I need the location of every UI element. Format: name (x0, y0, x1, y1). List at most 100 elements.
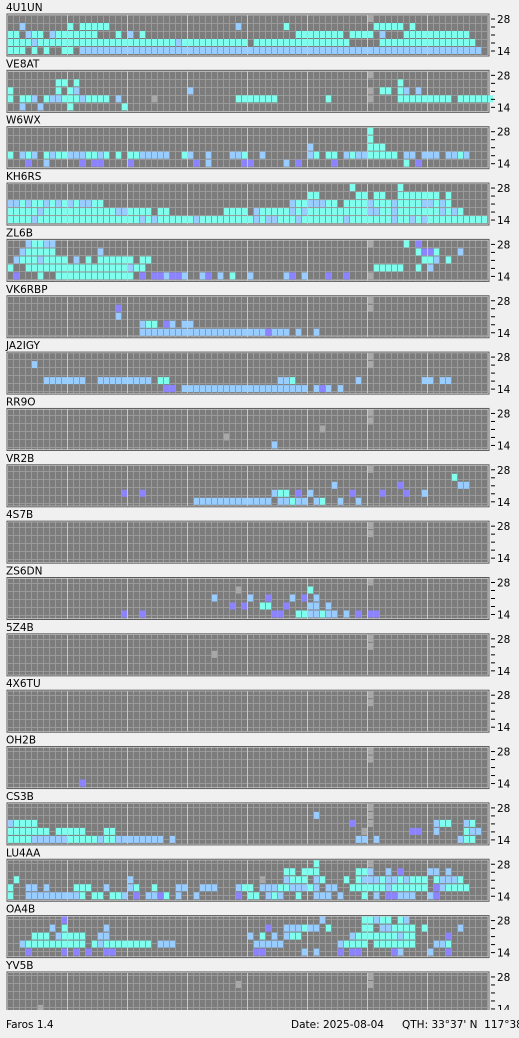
signal-cell (278, 884, 283, 892)
signal-cell (404, 151, 409, 159)
signal-cell (260, 940, 265, 948)
signal-cell (206, 385, 211, 393)
panel-border (6, 520, 490, 564)
signal-cell (368, 642, 373, 650)
signal-cell (326, 200, 331, 208)
signal-cell (284, 23, 289, 30)
signal-cell (266, 385, 271, 393)
signal-cell (320, 31, 325, 38)
panel-border (6, 915, 490, 959)
signal-cell (398, 216, 403, 224)
signal-cell (68, 892, 73, 900)
signal-cell (284, 924, 289, 932)
signal-cell (104, 827, 109, 835)
signal-cell (320, 497, 325, 505)
signal-cell (422, 151, 427, 159)
signal-cell (44, 240, 49, 248)
signal-cell (68, 940, 73, 948)
signal-cell (398, 876, 403, 884)
panel-border (6, 464, 490, 508)
signal-cell (26, 819, 31, 827)
signal-cell (62, 916, 67, 924)
signal-cell (80, 835, 85, 843)
signal-cell (368, 578, 373, 586)
signal-cell (410, 208, 415, 216)
signal-cell (380, 916, 385, 924)
band-label-bottom: 14 (497, 835, 511, 847)
signal-cell (116, 216, 121, 224)
signal-cell (344, 47, 349, 54)
signal-cell (74, 87, 79, 95)
signal-cell (14, 272, 19, 280)
signal-cell (188, 320, 193, 328)
signal-cell (68, 216, 73, 224)
signal-cell (26, 200, 31, 208)
signal-cell (92, 23, 97, 30)
signal-cell (434, 192, 439, 200)
signal-cell (434, 876, 439, 884)
signal-cell (386, 208, 391, 216)
signal-cell (338, 216, 343, 224)
signal-cell (308, 216, 313, 224)
signal-cell (104, 39, 109, 46)
signal-cell (266, 602, 271, 610)
signal-cell (290, 594, 295, 602)
signal-cell (278, 489, 283, 497)
signal-cell (26, 240, 31, 248)
signal-cell (236, 39, 241, 46)
signal-cell (74, 835, 79, 843)
signal-cell (446, 868, 451, 876)
signal-cell (8, 47, 13, 54)
signal-cell (422, 192, 427, 200)
signal-cell (128, 876, 133, 884)
signal-cell (434, 39, 439, 46)
signal-cell (56, 932, 61, 940)
signal-cell (104, 272, 109, 280)
signal-cell (368, 972, 373, 980)
signal-cell (116, 835, 121, 843)
signal-cell (92, 151, 97, 159)
signal-cell (8, 827, 13, 835)
signal-cell (404, 47, 409, 54)
signal-cell (8, 835, 13, 843)
signal-cell (422, 200, 427, 208)
signal-cell (260, 47, 265, 54)
signal-cell (140, 610, 145, 618)
signal-cell (170, 320, 175, 328)
signal-cell (422, 208, 427, 216)
signal-cell (374, 143, 379, 151)
signal-cell (302, 216, 307, 224)
band-label-bottom: 14 (497, 46, 511, 58)
signal-cell (152, 272, 157, 280)
signal-cell (74, 79, 79, 87)
signal-cell (116, 95, 121, 103)
signal-cell (284, 385, 289, 393)
signal-cell (464, 31, 469, 38)
signal-cell (458, 248, 463, 256)
signal-cell (74, 264, 79, 272)
band-label-top: 28 (497, 70, 510, 82)
signal-cell (434, 940, 439, 948)
signal-cell (128, 208, 133, 216)
signal-cell (380, 208, 385, 216)
panel-border (6, 633, 490, 677)
signal-cell (236, 497, 241, 505)
signal-cell (68, 200, 73, 208)
beacon-name: KH6RS (6, 171, 42, 183)
signal-cell (68, 151, 73, 159)
signal-cell (380, 264, 385, 272)
signal-cell (320, 892, 325, 900)
band-label-top: 28 (497, 803, 510, 815)
signal-cell (68, 272, 73, 280)
qth: QTH: 33°37' N 117°38' W (402, 1019, 519, 1031)
signal-cell (68, 87, 73, 95)
signal-cell (26, 95, 31, 103)
signal-cell (278, 497, 283, 505)
signal-cell (134, 216, 139, 224)
signal-cell (32, 200, 37, 208)
signal-cell (314, 594, 319, 602)
signal-cell (104, 208, 109, 216)
signal-cell (80, 272, 85, 280)
signal-cell (368, 87, 373, 95)
signal-cell (194, 47, 199, 54)
